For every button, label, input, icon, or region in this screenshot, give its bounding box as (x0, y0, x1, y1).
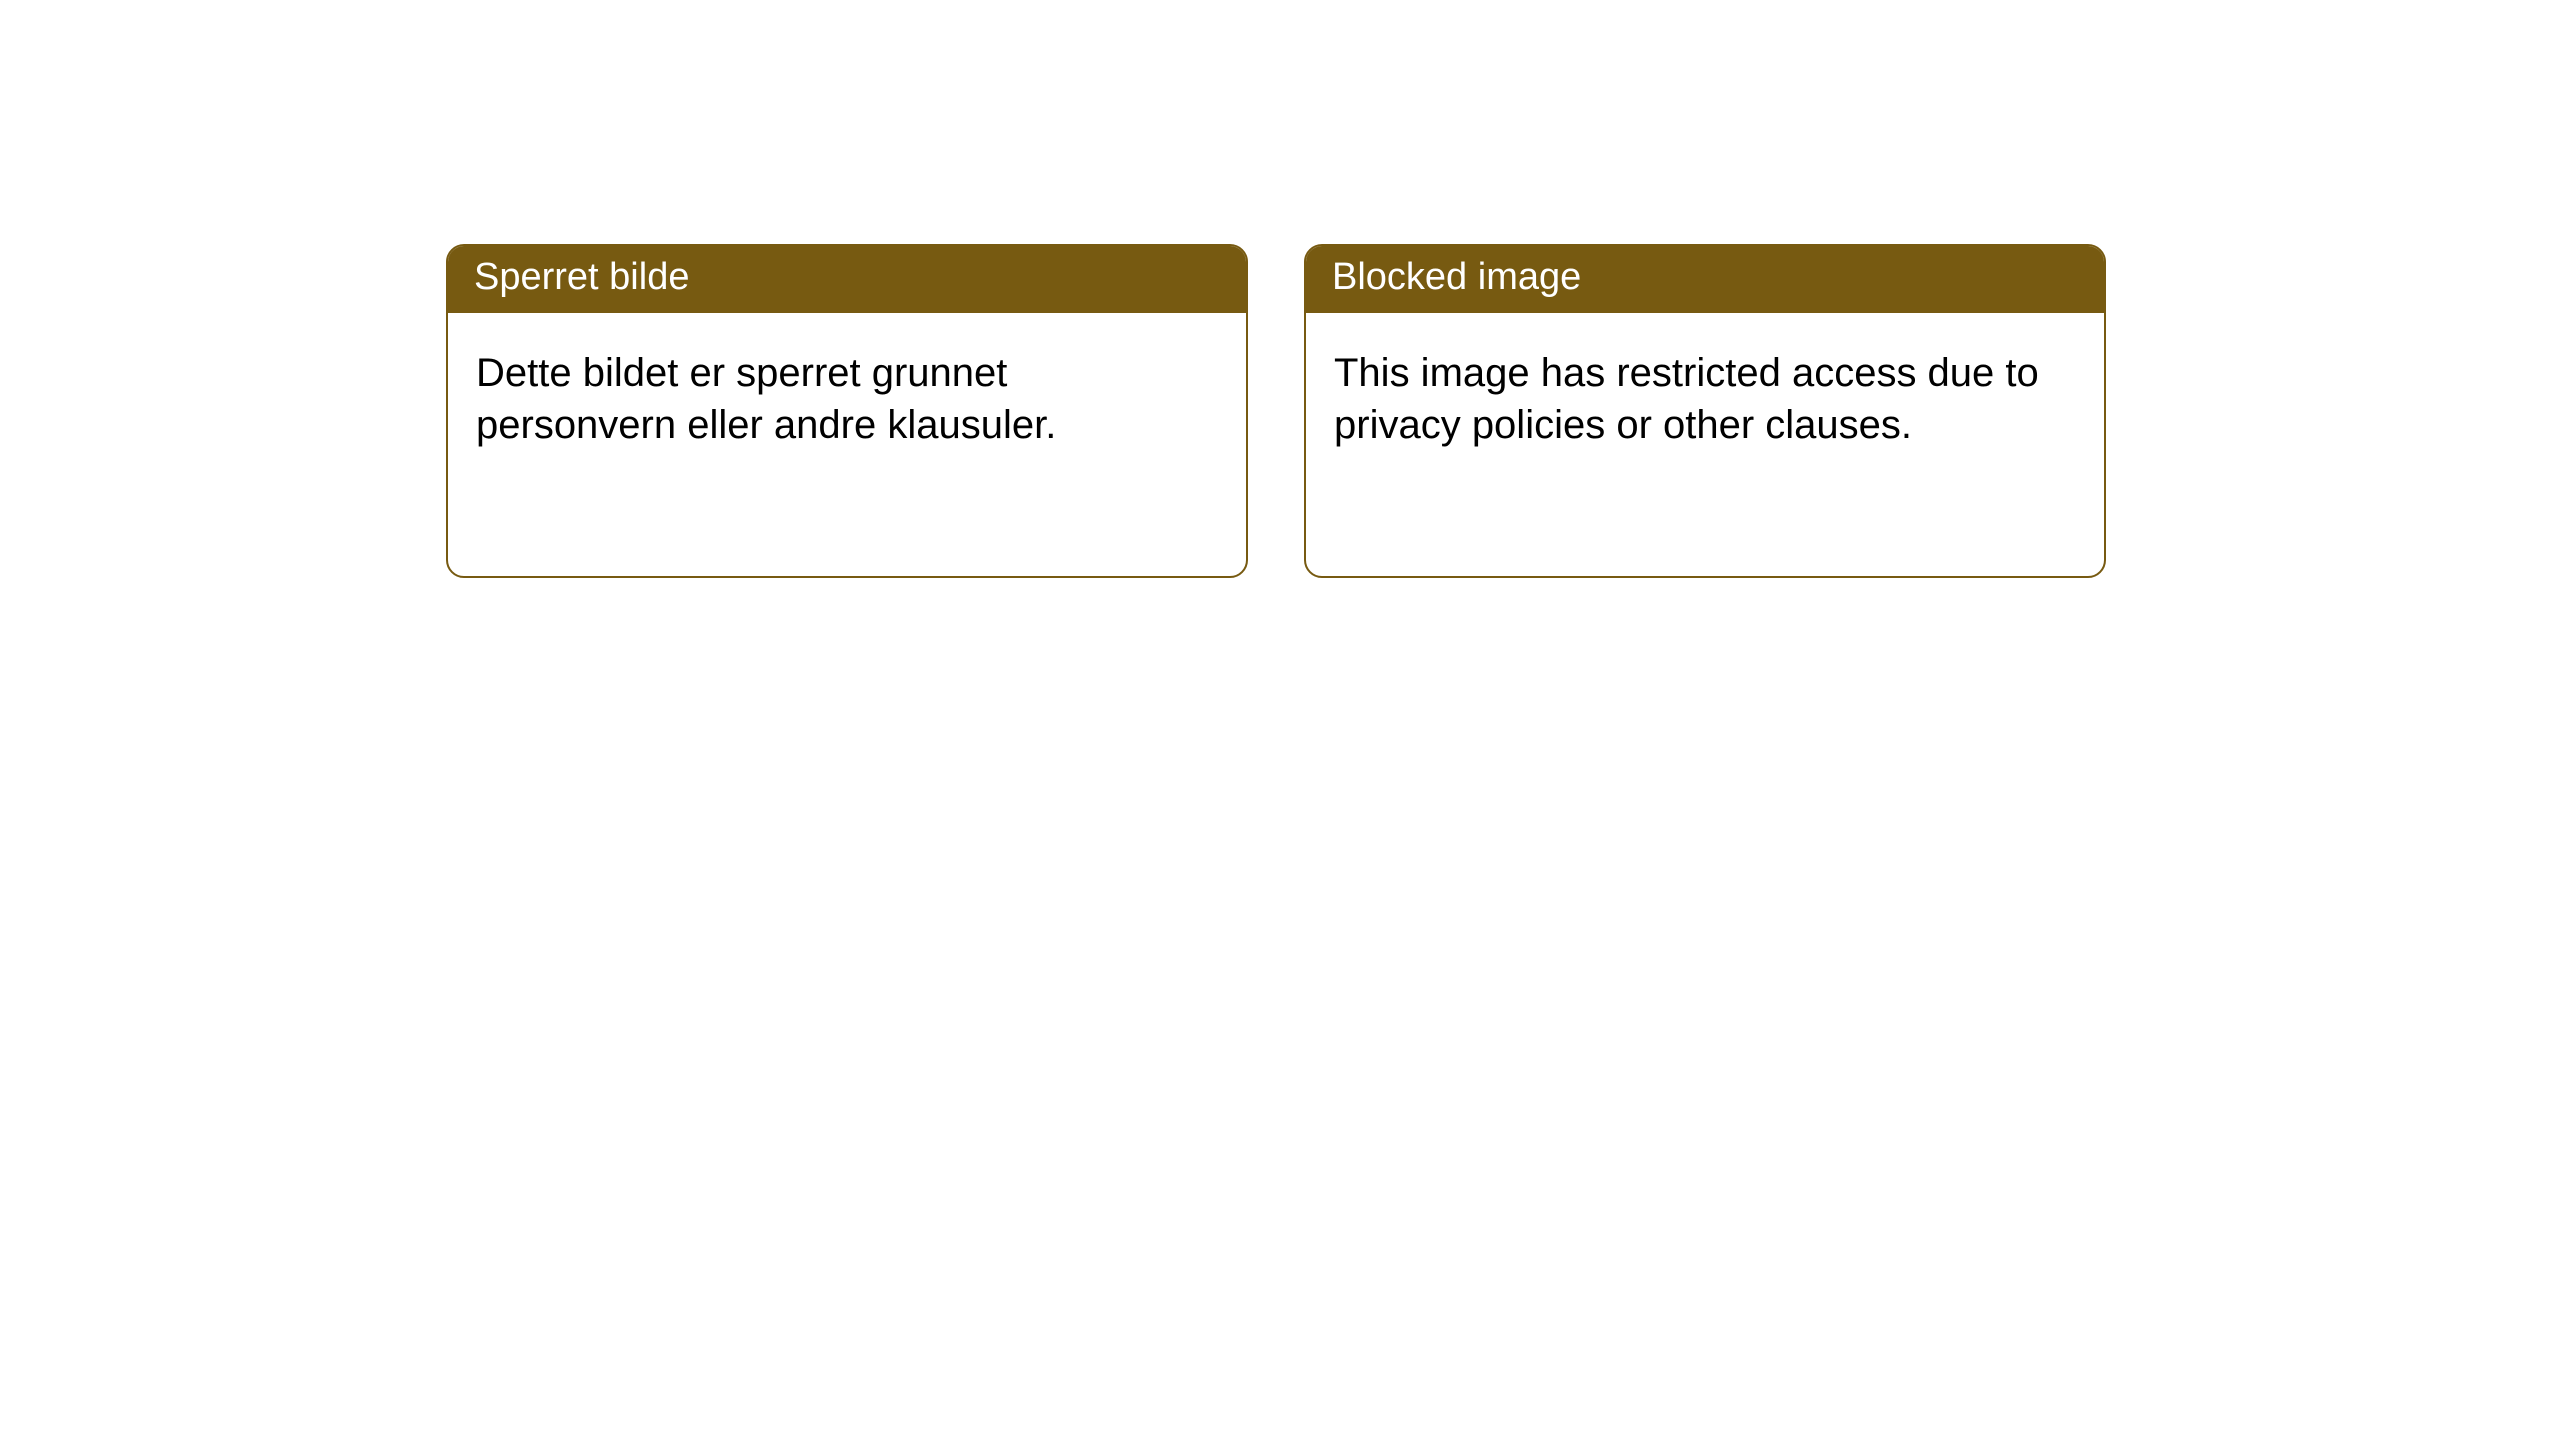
card-header: Blocked image (1306, 246, 2104, 313)
notice-cards-container: Sperret bilde Dette bildet er sperret gr… (0, 0, 2560, 578)
card-title: Blocked image (1332, 256, 1581, 298)
card-body-text: This image has restricted access due to … (1334, 351, 2039, 447)
blocked-image-card-en: Blocked image This image has restricted … (1304, 244, 2106, 578)
blocked-image-card-no: Sperret bilde Dette bildet er sperret gr… (446, 244, 1248, 578)
card-title: Sperret bilde (474, 256, 689, 298)
card-header: Sperret bilde (448, 246, 1246, 313)
card-body: Dette bildet er sperret grunnet personve… (448, 313, 1246, 485)
card-body: This image has restricted access due to … (1306, 313, 2104, 485)
card-body-text: Dette bildet er sperret grunnet personve… (476, 351, 1056, 447)
